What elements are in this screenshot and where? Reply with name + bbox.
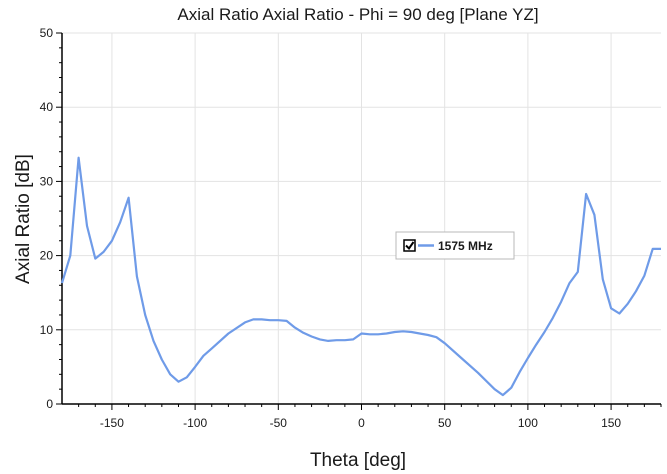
x-tick-label: -150 bbox=[100, 416, 124, 430]
y-tick-label: 30 bbox=[40, 174, 54, 188]
x-tick-label: 0 bbox=[358, 416, 365, 430]
chart-title: Axial Ratio Axial Ratio - Phi = 90 deg [… bbox=[177, 5, 538, 24]
legend-checkbox[interactable] bbox=[403, 239, 416, 252]
x-tick-label: -50 bbox=[270, 416, 288, 430]
checkmark-icon bbox=[405, 241, 415, 251]
y-tick-label: 50 bbox=[40, 26, 54, 40]
tick-marks: 0 10 20 30 40 50 -150 -100 -50 0 50 100 150 bbox=[40, 26, 662, 430]
grid-lines bbox=[62, 32, 661, 404]
x-tick-label: 100 bbox=[518, 416, 538, 430]
x-axis-label: Theta [deg] bbox=[310, 450, 406, 471]
y-axis-label: Axial Ratio [dB] bbox=[13, 154, 34, 284]
y-tick-label: 40 bbox=[40, 100, 54, 114]
y-tick-label: 10 bbox=[40, 323, 54, 337]
series-line bbox=[60, 156, 661, 397]
x-tick-label: 150 bbox=[601, 416, 621, 430]
legend-series-label: 1575 MHz bbox=[438, 239, 493, 253]
x-tick-label: 50 bbox=[438, 416, 452, 430]
series-layer bbox=[60, 156, 661, 397]
y-tick-label: 20 bbox=[40, 249, 54, 263]
legend[interactable]: 1575 MHz bbox=[395, 231, 515, 260]
x-tick-label: -100 bbox=[183, 416, 207, 430]
y-tick-label: 0 bbox=[46, 397, 53, 411]
